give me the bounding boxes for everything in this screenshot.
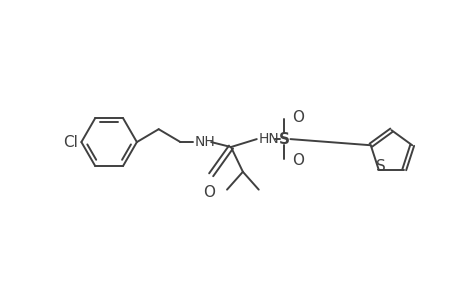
Text: O: O — [203, 185, 215, 200]
Text: NH: NH — [194, 135, 215, 149]
Text: S: S — [279, 132, 289, 147]
Text: Cl: Cl — [63, 135, 78, 150]
Text: O: O — [292, 153, 304, 168]
Text: O: O — [292, 110, 304, 125]
Text: HN: HN — [258, 132, 279, 146]
Text: S: S — [375, 159, 385, 174]
